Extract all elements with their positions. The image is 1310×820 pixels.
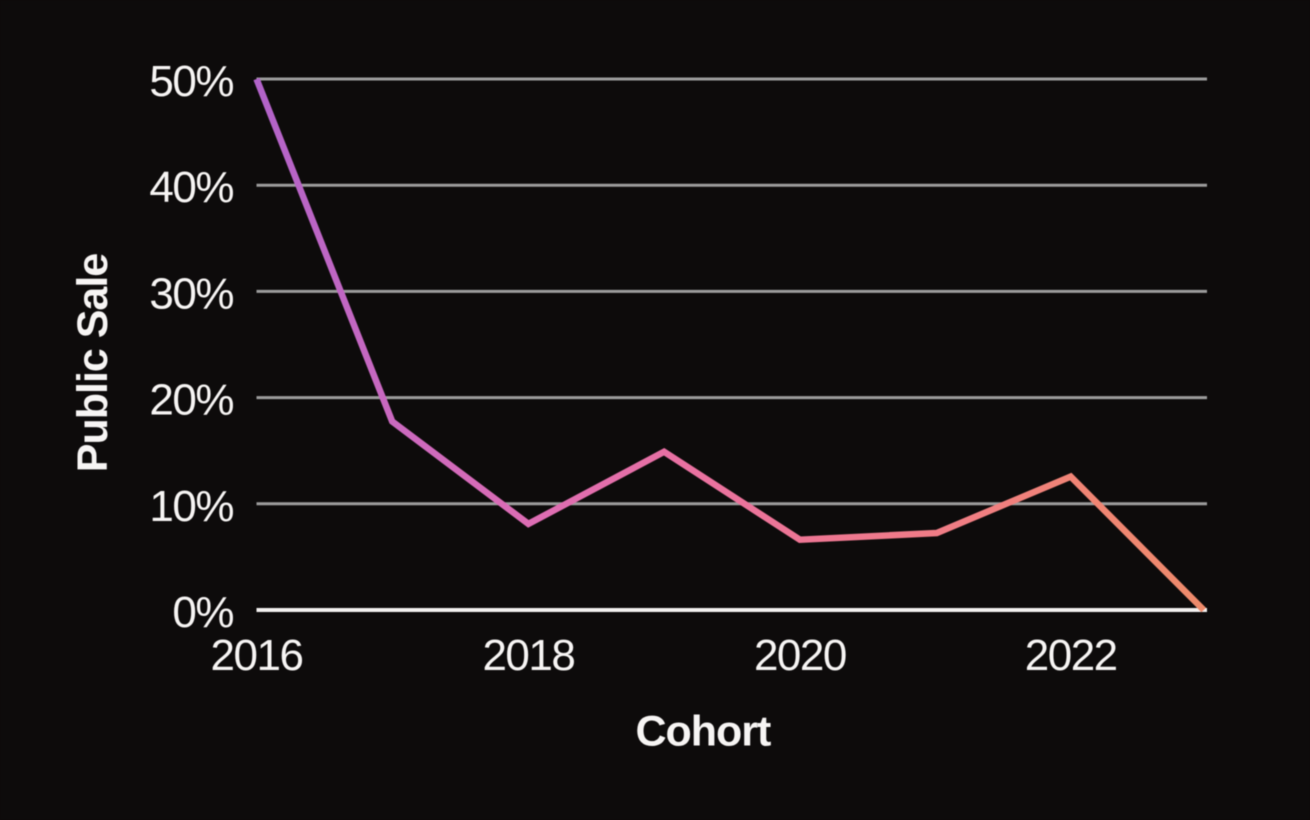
svg-text:Public Sale: Public Sale [69, 254, 117, 473]
svg-text:0%: 0% [172, 588, 233, 637]
svg-text:30%: 30% [149, 269, 233, 318]
svg-text:Cohort: Cohort [635, 708, 771, 756]
svg-text:2022: 2022 [1025, 631, 1117, 680]
svg-text:50%: 50% [149, 57, 233, 106]
svg-text:40%: 40% [149, 163, 233, 212]
svg-text:20%: 20% [149, 376, 233, 425]
svg-text:10%: 10% [149, 482, 233, 531]
svg-text:2016: 2016 [211, 631, 303, 680]
svg-text:2020: 2020 [754, 631, 846, 680]
svg-text:2018: 2018 [482, 631, 574, 680]
